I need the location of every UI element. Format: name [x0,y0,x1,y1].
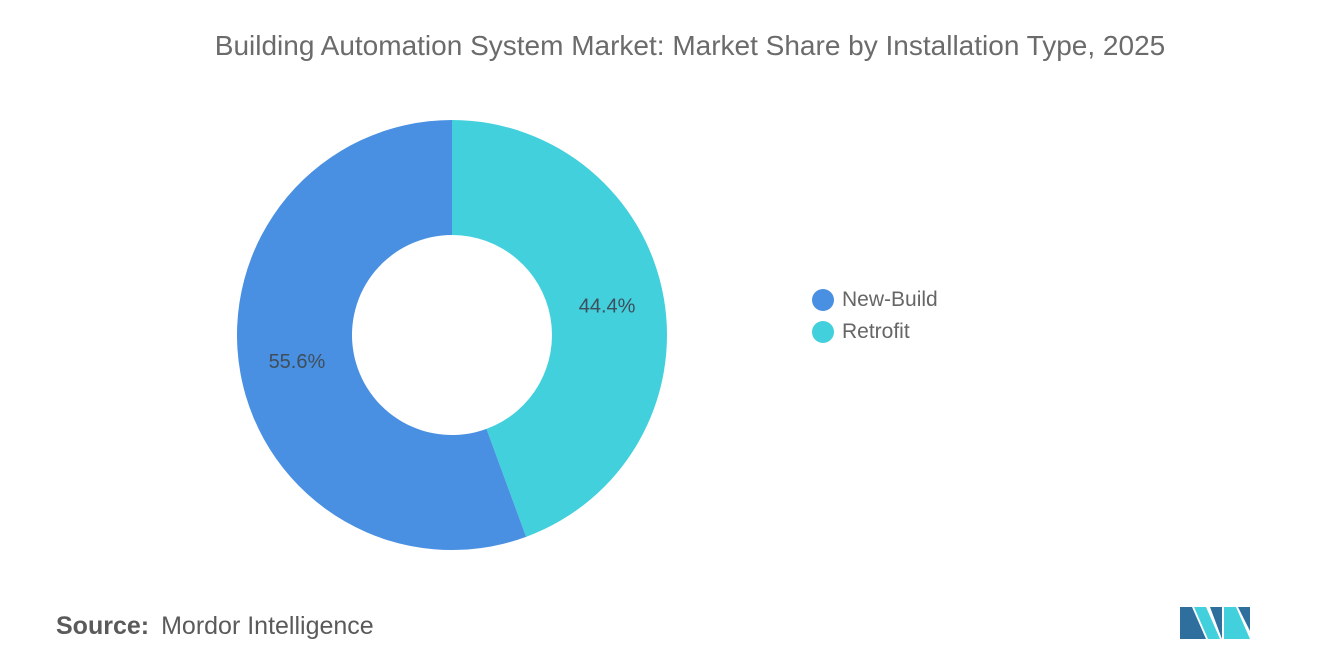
slice-label-new-build: 55.6% [269,351,326,373]
chart-title: Building Automation System Market: Marke… [214,30,1166,61]
legend-item-new-build: New-Build [812,284,938,316]
donut-slice-new-build [236,120,527,550]
legend-label-retrofit: Retrofit [842,320,910,343]
slice-label-retrofit: 44.4% [579,296,636,318]
source-label: Source: [56,612,150,640]
legend-label-new-build: New-Build [842,288,938,311]
source-text: Mordor Intelligence [161,612,374,640]
donut-slice-labels: 44.4% 55.6% [269,296,636,373]
source-note: Source: Mordor Intelligence [56,612,374,641]
chart-legend: New-Build Retrofit [812,284,938,348]
legend-swatch-retrofit [812,321,834,343]
legend-swatch-new-build [812,289,834,311]
mordor-intelligence-logo-icon [1180,607,1250,639]
donut-slices [236,120,667,550]
legend-item-retrofit: Retrofit [812,316,938,348]
donut-slice-retrofit [452,120,667,537]
